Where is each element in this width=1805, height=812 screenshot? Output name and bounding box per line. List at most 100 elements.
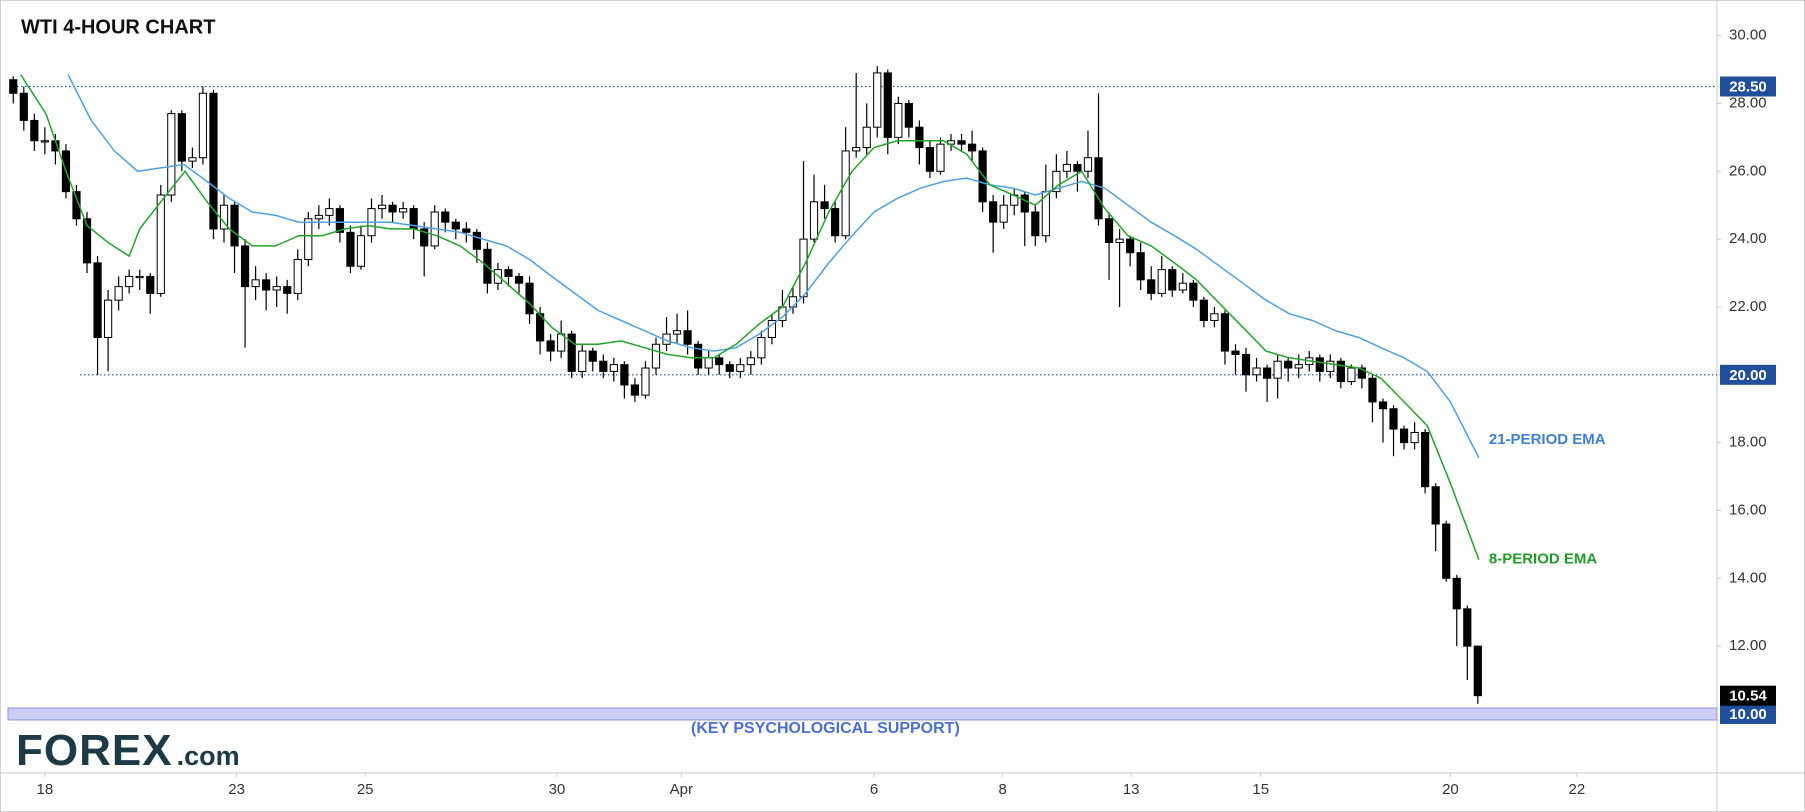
x-tick-label: 6: [870, 781, 878, 798]
candle-body: [1104, 218, 1114, 244]
candle-body: [304, 218, 313, 260]
candle-body: [599, 360, 608, 372]
candle-body: [1463, 608, 1472, 647]
candle-body: [1347, 367, 1356, 383]
candle-body: [198, 92, 208, 159]
level-label: 20.00: [1729, 367, 1767, 384]
candle-body: [188, 157, 197, 162]
candle-body: [936, 143, 945, 172]
candle-body: [1294, 364, 1303, 369]
candle-body: [1178, 282, 1187, 291]
candle-body: [967, 143, 977, 152]
candle-body: [535, 313, 545, 342]
candle-body: [377, 204, 387, 210]
y-tick-label: 30.00: [1729, 27, 1767, 44]
candle-body: [672, 330, 682, 335]
candle-body: [1126, 238, 1135, 254]
candle-body: [894, 102, 903, 138]
candle-body: [1115, 238, 1124, 244]
candle-body: [251, 279, 260, 288]
candle-body: [1357, 367, 1367, 379]
candle-body: [1452, 577, 1461, 610]
candle-body: [177, 113, 186, 162]
candle-body: [72, 191, 81, 220]
last-price-box: [1720, 685, 1776, 706]
candle-body: [1062, 164, 1072, 172]
candle-body: [472, 231, 481, 250]
candle-body: [114, 286, 123, 301]
support-label: 10.00: [1729, 706, 1767, 723]
support-annotation: (KEY PSYCHOLOGICAL SUPPORT): [691, 720, 960, 737]
candle-body: [125, 275, 134, 288]
candle-body: [999, 204, 1008, 223]
y-tick-label: 24.00: [1729, 230, 1767, 247]
candle-body: [93, 262, 102, 338]
candle-body: [1094, 157, 1103, 220]
candle-body: [630, 384, 640, 396]
y-tick-label: 18.00: [1729, 434, 1767, 451]
candle-body: [1368, 377, 1377, 403]
candle-body: [1284, 360, 1293, 369]
candle-body: [30, 119, 39, 142]
candle-body: [915, 126, 924, 149]
candle-body: [209, 92, 218, 230]
x-tick-label: 30: [549, 781, 566, 798]
candle-body: [1252, 367, 1261, 376]
candle-body: [841, 150, 850, 237]
candle-body: [957, 140, 966, 145]
x-tick-label: 18: [37, 781, 54, 798]
candle-body: [451, 221, 460, 230]
candle-body: [1231, 350, 1240, 355]
candle-body: [809, 201, 819, 240]
candle-body: [1410, 431, 1419, 444]
candle-body: [609, 364, 618, 372]
candle-body: [715, 357, 724, 366]
candle-body: [40, 140, 49, 143]
candle-body: [325, 208, 334, 216]
candle-body: [1136, 252, 1145, 281]
candle-body: [1315, 357, 1324, 372]
candle-body: [156, 194, 165, 294]
candle-body: [240, 245, 250, 288]
candle-body: [82, 218, 92, 264]
x-tick-label: 22: [1569, 781, 1586, 798]
chart-title: WTI 4-HOUR CHART: [21, 16, 215, 38]
candle-body: [1220, 313, 1230, 352]
candle-body: [1378, 401, 1388, 410]
candle-body: [1273, 360, 1282, 379]
candle-body: [725, 364, 734, 372]
x-tick-label: 20: [1442, 781, 1459, 798]
candle-body: [1052, 170, 1061, 193]
candle-body: [1421, 431, 1430, 488]
candle-body: [620, 364, 629, 386]
candle-body: [925, 147, 935, 172]
candle-body: [852, 147, 861, 152]
candle-body: [831, 208, 840, 237]
ema-line: [67, 74, 1480, 459]
candle-body: [1147, 279, 1156, 294]
candle-body: [1389, 408, 1398, 430]
logo-suffix: .com: [177, 741, 240, 771]
candle-body: [293, 258, 302, 294]
candle-body: [567, 333, 576, 372]
plot: [7, 66, 1718, 721]
candle-body: [578, 350, 587, 372]
candle-body: [1073, 164, 1082, 172]
candle-body: [420, 228, 429, 247]
candle-body: [167, 113, 176, 196]
candle-body: [757, 336, 766, 359]
candle-body: [989, 201, 998, 223]
candle-body: [1399, 428, 1409, 444]
candle-body: [230, 204, 239, 247]
candle-body: [1020, 194, 1029, 213]
level-box: [1720, 364, 1776, 385]
candle-body: [1336, 360, 1345, 383]
candle-body: [514, 275, 524, 284]
y-tick-label: 14.00: [1729, 569, 1767, 586]
candle-body: [651, 343, 661, 369]
candle-body: [588, 350, 597, 362]
candle-body: [335, 208, 344, 233]
candle-body: [862, 126, 871, 149]
candle-body: [1157, 269, 1166, 294]
